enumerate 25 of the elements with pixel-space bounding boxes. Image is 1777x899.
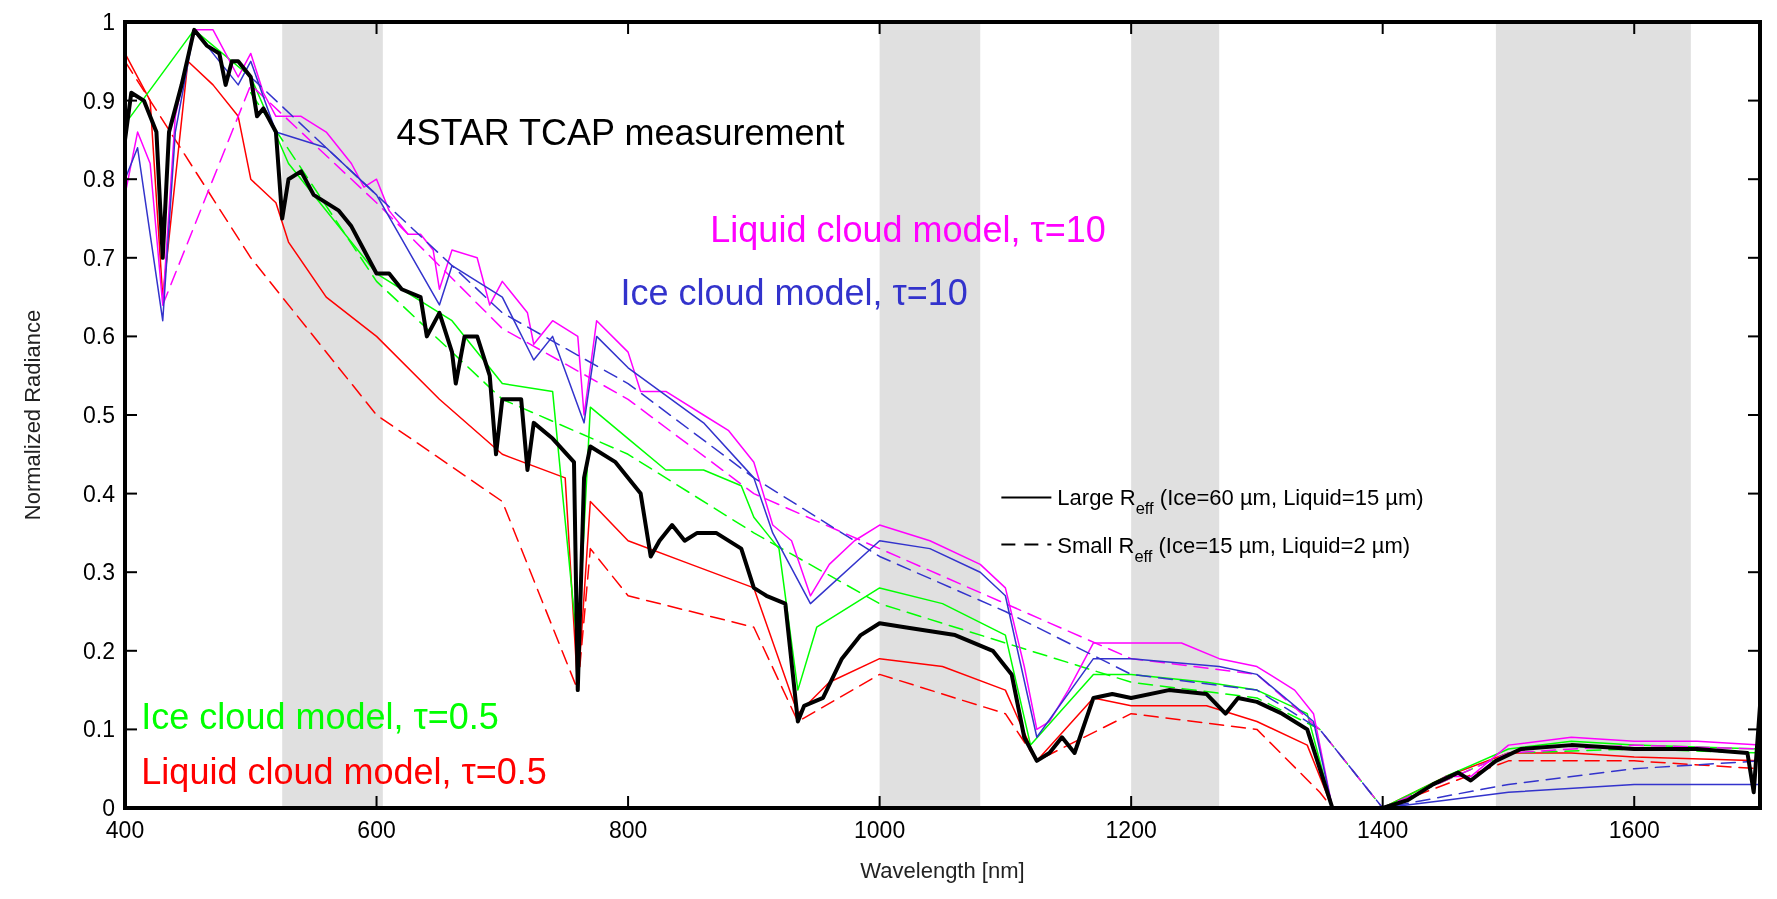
- y-tick-label: 0.7: [83, 244, 115, 271]
- y-tick-label: 0.1: [83, 716, 115, 743]
- x-tick-label: 800: [608, 817, 648, 843]
- text: 4STAR TCAP measurement: [396, 112, 845, 154]
- x-tick-label: 1000: [854, 817, 906, 843]
- y-tick-label: 0.3: [83, 559, 115, 586]
- y-tick-label: 0.2: [83, 637, 115, 664]
- series-label: Ice cloud model, τ=10: [620, 271, 968, 313]
- x-tick-label: 600: [357, 817, 396, 843]
- text: Liquid cloud model, τ=10: [710, 209, 1106, 251]
- x-tick-label: 1600: [1608, 817, 1660, 843]
- annotation: Large R$_{eff}$ (Ice=60 µm, Liquid=15 µm): [1057, 485, 1424, 518]
- text: Ice cloud model, τ=0.5: [141, 696, 499, 738]
- y-tick-label: 0.6: [83, 323, 115, 350]
- y-axis-title: Normalized Radiance: [20, 309, 45, 521]
- x-tick-label: 1200: [1105, 817, 1157, 843]
- annotation: Small R$_{eff}$ (Ice=15 µm, Liquid=2 µm): [1057, 532, 1411, 565]
- y-tick-label: 0.5: [83, 402, 115, 428]
- y-tick-label: 0.4: [83, 480, 116, 507]
- series-label: Liquid cloud model, τ=0.5: [141, 751, 547, 793]
- x-axis-title: Wavelength [nm]: [860, 858, 1025, 883]
- x-tick-label: 1400: [1357, 817, 1409, 843]
- y-tick-label: 1: [102, 9, 115, 35]
- y-tick-label: 0.9: [83, 87, 115, 114]
- y-tick-label: 0.8: [83, 166, 115, 193]
